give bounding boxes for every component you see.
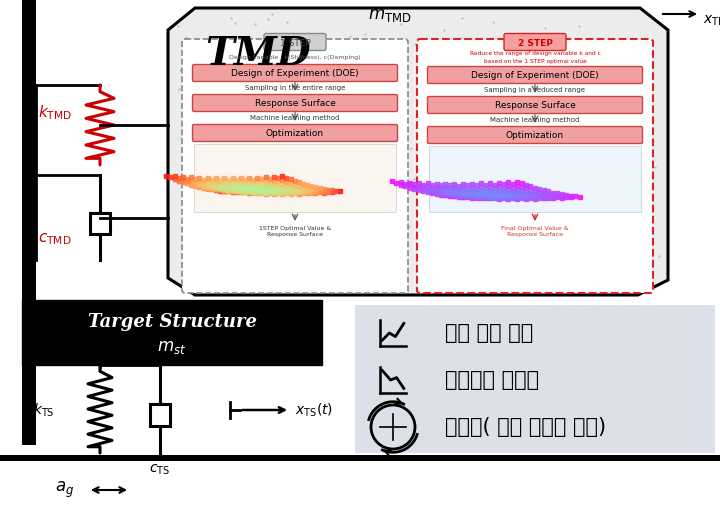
Text: Optimization: Optimization <box>506 130 564 140</box>
Text: Sampling in a reduced range: Sampling in a reduced range <box>485 87 585 93</box>
Text: Design Variable : k(Stiffness), c(Damping): Design Variable : k(Stiffness), c(Dampin… <box>229 54 361 60</box>
FancyBboxPatch shape <box>182 39 408 293</box>
FancyBboxPatch shape <box>428 127 642 143</box>
Text: Design of Experiment (DOE): Design of Experiment (DOE) <box>471 71 599 79</box>
Text: Reduce the range of design variable k and c: Reduce the range of design variable k an… <box>469 51 600 57</box>
Text: 1STEP Optimal Value &
Response Surface: 1STEP Optimal Value & Response Surface <box>259 226 331 237</box>
Text: 수치해석 효율성: 수치해석 효율성 <box>445 370 539 390</box>
Text: Response Surface: Response Surface <box>495 101 575 110</box>
FancyBboxPatch shape <box>428 97 642 114</box>
Bar <box>194 144 396 212</box>
Text: Optimization: Optimization <box>266 129 324 138</box>
Text: $m_{\mathrm{TMD}}$: $m_{\mathrm{TMD}}$ <box>368 7 412 24</box>
FancyBboxPatch shape <box>428 66 642 84</box>
Text: TMD: TMD <box>205 35 310 73</box>
Text: $c_{\mathrm{TMD}}$: $c_{\mathrm{TMD}}$ <box>38 231 71 248</box>
Bar <box>90 213 110 234</box>
FancyBboxPatch shape <box>264 34 326 50</box>
Bar <box>150 404 170 426</box>
Text: Machine learning method: Machine learning method <box>251 115 340 121</box>
Bar <box>22 0 36 445</box>
Text: 내진 성능 향상: 내진 성능 향상 <box>445 323 534 343</box>
Text: $x_{\mathrm{TS}}(t)$: $x_{\mathrm{TS}}(t)$ <box>295 401 333 419</box>
Text: Machine learning method: Machine learning method <box>490 117 580 123</box>
Bar <box>355 305 715 453</box>
Text: Design of Experiment (DOE): Design of Experiment (DOE) <box>231 69 359 77</box>
Text: $a_g$: $a_g$ <box>55 480 75 500</box>
Text: $m_{st}$: $m_{st}$ <box>158 339 186 357</box>
Text: $k_{\mathrm{TS}}$: $k_{\mathrm{TS}}$ <box>33 401 55 419</box>
Text: Target Structure: Target Structure <box>88 313 256 331</box>
FancyBboxPatch shape <box>192 64 397 81</box>
Polygon shape <box>168 8 668 295</box>
Text: Response Surface: Response Surface <box>255 99 336 107</box>
Bar <box>0 455 720 461</box>
FancyBboxPatch shape <box>417 39 653 293</box>
Text: $k_{\mathrm{TMD}}$: $k_{\mathrm{TMD}}$ <box>38 104 72 122</box>
FancyBboxPatch shape <box>192 125 397 142</box>
Text: 친환경( 기존 구조물 활용): 친환경( 기존 구조물 활용) <box>445 417 606 437</box>
Bar <box>22 300 322 365</box>
FancyBboxPatch shape <box>504 34 566 50</box>
Text: Final Optimal Value &
Response Surface: Final Optimal Value & Response Surface <box>501 226 569 237</box>
Text: based on the 1 STEP optimal value: based on the 1 STEP optimal value <box>484 59 586 63</box>
Bar <box>429 146 641 212</box>
Text: $c_{\mathrm{TS}}$: $c_{\mathrm{TS}}$ <box>150 463 171 477</box>
FancyBboxPatch shape <box>192 94 397 112</box>
Text: 1 STEP: 1 STEP <box>279 38 310 48</box>
Text: $x_{\mathrm{TMD}}(t)$: $x_{\mathrm{TMD}}(t)$ <box>703 11 720 29</box>
Text: 2 STEP: 2 STEP <box>518 38 552 48</box>
Text: Sampling in the entire range: Sampling in the entire range <box>245 85 345 91</box>
